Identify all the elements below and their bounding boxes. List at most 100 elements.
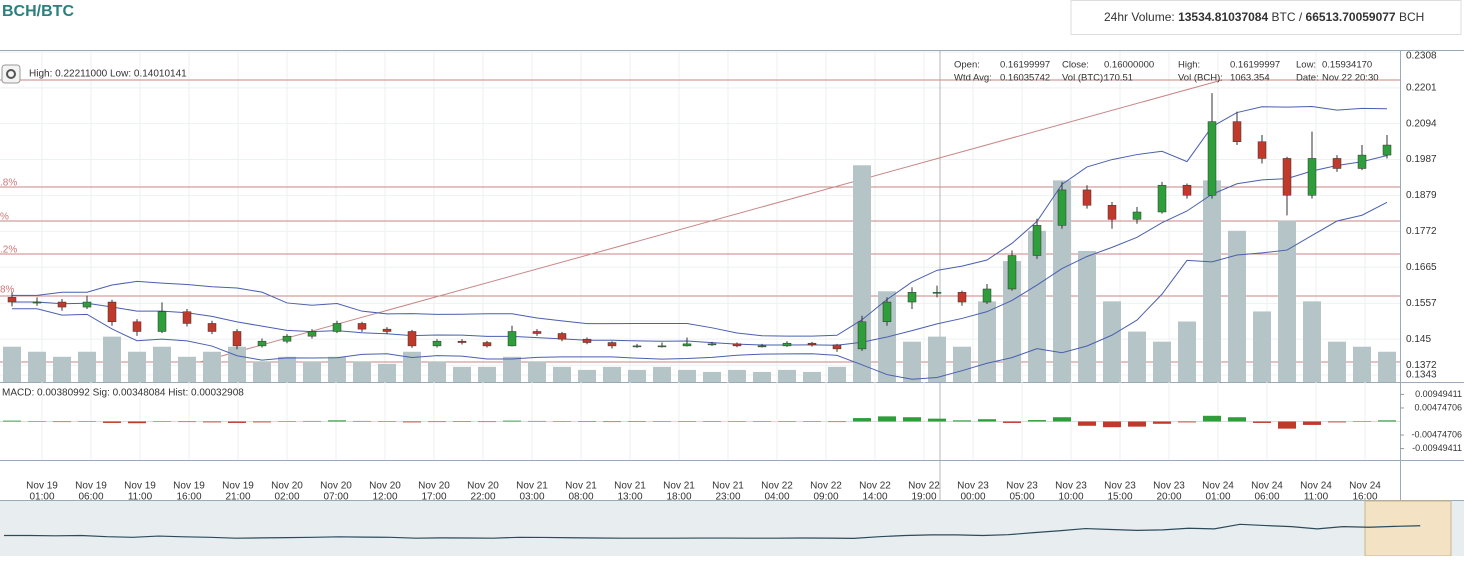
macd-bar (528, 420, 546, 422)
macd-bar (203, 421, 221, 423)
volume-bar (528, 361, 546, 382)
macd-tick-label: -0.00949411 (1412, 443, 1462, 453)
macd-bar (1028, 420, 1046, 422)
volume-bar (303, 361, 321, 382)
volume-bar (1078, 250, 1096, 382)
candle-body (632, 345, 642, 348)
volume-bar (53, 356, 71, 382)
x-tick-label: 02:00 (274, 492, 299, 503)
volume-bar (128, 351, 146, 382)
candle-body (982, 288, 992, 303)
macd-bar (328, 420, 346, 422)
macd-bar (978, 419, 996, 422)
x-tick-label: 06:00 (78, 492, 103, 503)
settings-button[interactable] (1, 64, 21, 84)
macd-info: MACD: 0.00380992 Sig: 0.00348084 Hist: 0… (2, 388, 244, 399)
info-label: Low: (1296, 60, 1316, 71)
info-value: 0.15934170 (1322, 60, 1372, 71)
candle-body (732, 343, 742, 347)
volume-bar (178, 356, 196, 382)
volume-btc: 13534.81037084 (1178, 10, 1268, 24)
candle-body (382, 328, 392, 332)
volume-bar (678, 369, 696, 382)
x-tick-label: Nov 21 (516, 481, 548, 492)
macd-bar (1228, 417, 1246, 422)
x-tick-label: Nov 21 (565, 481, 597, 492)
volume-bar (778, 369, 796, 382)
macd-bar (653, 421, 671, 422)
candle-body (932, 292, 942, 294)
x-tick-label: Nov 23 (1006, 481, 1038, 492)
x-tick-label: Nov 20 (320, 481, 352, 492)
volume-bar (828, 366, 846, 382)
macd-bar (278, 421, 296, 422)
volume-bar (953, 346, 971, 382)
macd-bar (553, 421, 571, 422)
info-value: Nov 22 20:30 (1322, 73, 1379, 84)
candle-body (107, 301, 117, 323)
macd-tick-label: 0.00949411 (1415, 389, 1462, 399)
volume-bar (603, 366, 621, 382)
volume-bar (1278, 220, 1296, 382)
candle-body (757, 345, 767, 348)
macd-bar (678, 421, 696, 422)
x-tick-label: Nov 19 (75, 481, 107, 492)
volume-bar (703, 371, 721, 382)
y-tick-label: 0.145 (1406, 334, 1431, 345)
bollinger-band (12, 106, 1388, 337)
candle-body (657, 345, 667, 348)
x-tick-label: 01:00 (1205, 492, 1230, 503)
macd-bar (728, 421, 746, 422)
macd-bar (753, 421, 771, 422)
volume-bar (78, 351, 96, 382)
volume-bar (1353, 346, 1371, 382)
macd-bar (353, 420, 371, 422)
x-tick-label: Nov 24 (1300, 481, 1332, 492)
macd-bar (853, 418, 871, 422)
candle-body (582, 338, 592, 343)
x-tick-label: 14:00 (862, 492, 887, 503)
navigator-line (4, 523, 1421, 539)
x-tick-label: Nov 19 (26, 481, 58, 492)
volume-bar (453, 366, 471, 382)
macd-bar (153, 421, 171, 422)
volume-bar (353, 361, 371, 382)
x-tick-label: Nov 23 (1153, 481, 1185, 492)
candle-body (832, 344, 842, 350)
y-tick-label: 0.1557 (1406, 298, 1437, 309)
x-tick-label: Nov 19 (222, 481, 254, 492)
x-tick-label: 09:00 (813, 492, 838, 503)
macd-bar (403, 421, 421, 423)
candle-body (857, 321, 867, 350)
volume-bar (403, 351, 421, 382)
fib-label: .8% (0, 178, 17, 189)
candle-body (232, 331, 242, 347)
candle-body (957, 292, 967, 303)
candle-body (1132, 211, 1142, 220)
candle-body (682, 343, 692, 347)
macd-bar (478, 421, 496, 423)
x-tick-label: 20:00 (1156, 492, 1181, 503)
volume-bar (1028, 230, 1046, 382)
x-tick-label: Nov 19 (173, 481, 205, 492)
macd-bar (778, 421, 796, 422)
info-label: Date: (1296, 73, 1319, 84)
x-tick-label: 10:00 (1058, 492, 1083, 503)
volume-bar (278, 356, 296, 382)
volume-bar (503, 356, 521, 382)
x-tick-label: 17:00 (421, 492, 446, 503)
x-tick-label: 19:00 (911, 492, 936, 503)
macd-bar (1128, 421, 1146, 427)
macd-bar (928, 418, 946, 422)
navigator-window[interactable] (1364, 500, 1452, 557)
macd-bar (1303, 421, 1321, 425)
fib-label: .2% (0, 245, 17, 256)
volume-bch: 66513.70059077 (1306, 10, 1396, 24)
candle-body (157, 311, 167, 332)
volume-bar (803, 371, 821, 382)
macd-bar (1378, 420, 1396, 422)
volume-bar (153, 346, 171, 382)
candle-body (57, 301, 67, 308)
candle-body (1057, 189, 1067, 226)
macd-bar (578, 421, 596, 422)
